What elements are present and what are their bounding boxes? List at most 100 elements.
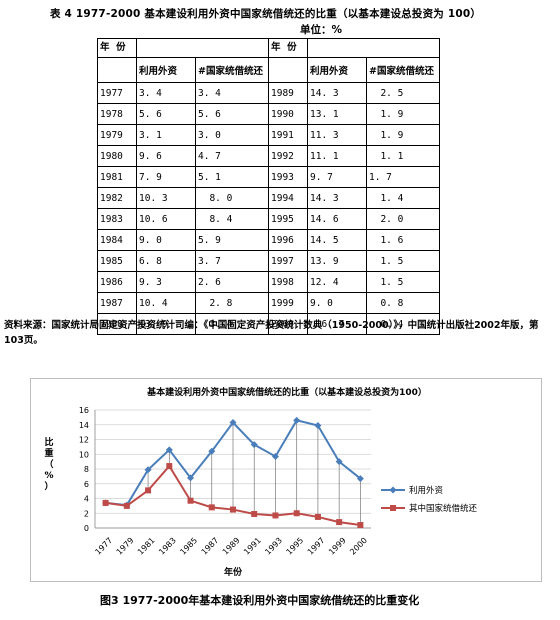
year-cell: 1977 [97,82,137,104]
data-point [208,447,216,455]
foreign-capital-cell: 14. 3 [307,187,367,209]
x-tick-label: 2000 [348,536,369,557]
x-tick-label: 1981 [136,536,157,557]
unit-label: 单位：% [300,24,343,36]
table-row: 1981 7. 9 5. 1 1993 9. 7 1. 7 [97,166,440,188]
x-tick-label: 1979 [115,536,136,557]
foreign-capital-cell: 3. 4 [136,82,196,104]
state-repay-cell: 0. 4 [366,313,440,335]
table-row: 1987 10. 4 2. 8 1999 9. 0 0. 8 [97,292,440,314]
y-tick-label: 4 [84,495,89,504]
year-cell: 1984 [97,229,137,251]
data-point [145,487,152,494]
header-foreign-capital-right: 利用外资 [307,57,367,83]
table-row: 1979 3. 1 3. 0 1991 11. 3 1. 9 [97,124,440,146]
x-tick-label: 1985 [178,536,199,557]
state-repay-cell: 8. 0 [195,187,269,209]
state-repay-cell: 4. 7 [195,145,269,167]
table-row: 1984 9. 0 5. 9 1996 14. 5 1. 6 [97,229,440,251]
foreign-capital-cell: 10. 6 [136,208,196,230]
y-tick-label: 12 [79,436,89,445]
foreign-capital-cell: 6. 8 [136,250,196,272]
state-repay-cell: 1. 5 [366,271,440,293]
x-tick-label: 1977 [93,536,114,557]
foreign-capital-cell: 3. 1 [136,124,196,146]
x-tick-label: 1983 [157,536,178,557]
data-point [187,497,194,504]
foreign-capital-cell: 13. 1 [307,103,367,125]
foreign-capital-cell: 13. 9 [307,250,367,272]
y-tick-label: 0 [84,524,89,533]
state-repay-cell: 3. 4 [195,313,269,335]
state-repay-cell: 1. 9 [366,124,440,146]
data-point [165,446,173,454]
state-repay-cell: 1. 1 [366,145,440,167]
year-cell: 1981 [97,166,137,188]
foreign-capital-cell: 10. 3 [136,187,196,209]
year-cell: 1993 [268,166,308,188]
table-row: 1988 13. 9 3. 4 2000 6. 7 0. 4 [97,313,440,335]
header-state-repay-left: #国家统借统还 [195,57,269,83]
state-repay-cell: 8. 4 [195,208,269,230]
foreign-capital-cell: 9. 7 [307,166,367,188]
year-cell: 1978 [97,103,137,125]
year-cell: 1988 [97,313,137,335]
data-point [293,416,301,424]
table-caption: 表 4 1977-2000 基本建设利用外资中国家统借统还的比重（以基本建设总投… [50,8,482,20]
year-cell: 1995 [268,208,308,230]
header-year-right: 年 份 [268,38,308,58]
foreign-capital-cell: 5. 6 [136,103,196,125]
foreign-capital-cell: 7. 9 [136,166,196,188]
year-cell: 1998 [268,271,308,293]
year-cell: 1999 [268,292,308,314]
year-cell: 1991 [268,124,308,146]
legend-label: 其中国家统借统还 [409,503,478,514]
data-point [251,510,258,517]
state-repay-cell: 0. 8 [366,292,440,314]
table-row: 1980 9. 6 4. 7 1992 11. 1 1. 1 [97,145,440,167]
year-cell: 1985 [97,250,137,272]
x-tick-label: 1991 [242,536,263,557]
x-tick-label: 1987 [200,536,221,557]
state-repay-cell: 1. 4 [366,187,440,209]
year-cell: 1979 [97,124,137,146]
y-tick-label: 16 [79,406,89,415]
state-repay-cell: 1. 5 [366,250,440,272]
state-repay-cell: 5. 6 [195,103,269,125]
state-repay-cell: 1. 9 [366,103,440,125]
chart-container: 基本建设利用外资中国家统借统还的比重（以基本建设总投资为100） 0 2 4 6 8 10 1… [30,378,542,582]
header-foreign-capital-left: 利用外资 [136,57,196,83]
year-cell: 1987 [97,292,137,314]
data-point [123,502,130,509]
year-cell: 1986 [97,271,137,293]
data-point [271,452,279,460]
year-cell: 1996 [268,229,308,251]
year-cell: 1992 [268,145,308,167]
y-tick-label: 10 [79,450,89,459]
foreign-capital-cell: 13. 9 [136,313,196,335]
table-row: 1978 5. 6 5. 6 1990 13. 1 1. 9 [97,103,440,125]
data-point [336,519,343,526]
table-row: 1983 10. 6 8. 4 1995 14. 6 2. 0 [97,208,440,230]
data-point [102,499,109,506]
legend-label: 利用外资 [409,485,444,496]
x-tick-label: 1995 [285,536,306,557]
data-point [229,419,237,427]
table-row: 1982 10. 3 8. 0 1994 14. 3 1. 4 [97,187,440,209]
year-cell: 1983 [97,208,137,230]
data-point [208,504,215,511]
state-repay-cell: 2. 8 [195,292,269,314]
state-repay-cell: 2. 6 [195,271,269,293]
x-tick-label: 1999 [327,536,348,557]
foreign-capital-cell: 9. 0 [307,292,367,314]
state-repay-cell: 3. 0 [195,124,269,146]
year-cell: 1994 [268,187,308,209]
state-repay-cell: 2. 0 [366,208,440,230]
state-repay-cell: 3. 7 [195,250,269,272]
y-tick-label: 14 [79,421,89,430]
table-row: 1977 3. 4 3. 4 1989 14. 3 2. 5 [97,82,440,104]
chart-title: 基本建设利用外资中国家统借统还的比重（以基本建设总投资为100） [146,386,427,398]
data-point [357,522,364,529]
data-point [272,512,279,519]
foreign-capital-cell: 14. 5 [307,229,367,251]
